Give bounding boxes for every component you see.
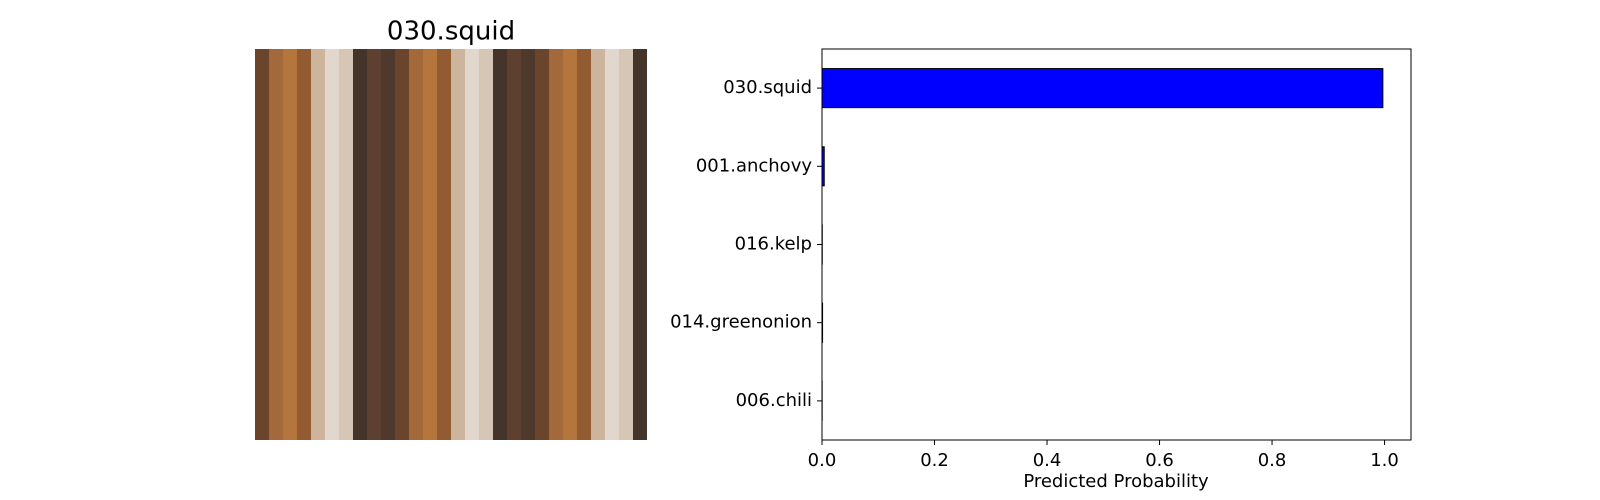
x-tick-label: 0.2 [920, 450, 949, 471]
photo-stripe [465, 49, 479, 440]
photo-stripe [507, 49, 521, 440]
photo-stripe [409, 49, 423, 440]
photo-stripe [563, 49, 577, 440]
image-title: 030.squid [387, 17, 515, 47]
photo-stripe [619, 49, 633, 440]
y-tick-label: 006.chili [736, 390, 812, 411]
bar [821, 302, 824, 343]
photo-stripe [423, 49, 437, 440]
x-tick-label: 0.0 [808, 450, 837, 471]
x-tick-label: 0.6 [1145, 450, 1174, 471]
photo-stripe [549, 49, 563, 440]
photo-stripe [479, 49, 493, 440]
photo-stripe [521, 49, 535, 440]
photo-stripe [381, 49, 395, 440]
x-tick-label: 1.0 [1370, 450, 1399, 471]
photo-stripe [577, 49, 591, 440]
photo-stripe [451, 49, 465, 440]
photo-stripe [325, 49, 339, 440]
y-tick-label: 001.anchovy [696, 155, 812, 176]
photo-stripe [591, 49, 605, 440]
photo-stripe [535, 49, 549, 440]
photo-stripe [633, 49, 647, 440]
photo-stripe [297, 49, 311, 440]
x-tick-label: 0.4 [1033, 450, 1062, 471]
x-tick-label: 0.8 [1258, 450, 1287, 471]
photo-stripe [395, 49, 409, 440]
y-tick-label: 016.kelp [735, 234, 812, 255]
bar [821, 68, 1384, 109]
photo-stripe [255, 49, 269, 440]
photo-stripe [283, 49, 297, 440]
photo-stripe [311, 49, 325, 440]
photo-stripe [339, 49, 353, 440]
photo-stripe [605, 49, 619, 440]
photo [255, 49, 647, 440]
y-tick-label: 030.squid [723, 77, 812, 98]
photo-stripe [367, 49, 381, 440]
photo-stripe [353, 49, 367, 440]
bar [821, 146, 825, 187]
photo-stripe [493, 49, 507, 440]
y-tick-label: 014.greenonion [670, 312, 812, 333]
photo-stripe [437, 49, 451, 440]
photo-stripe [269, 49, 283, 440]
x-axis-label: Predicted Probability [1023, 471, 1209, 492]
